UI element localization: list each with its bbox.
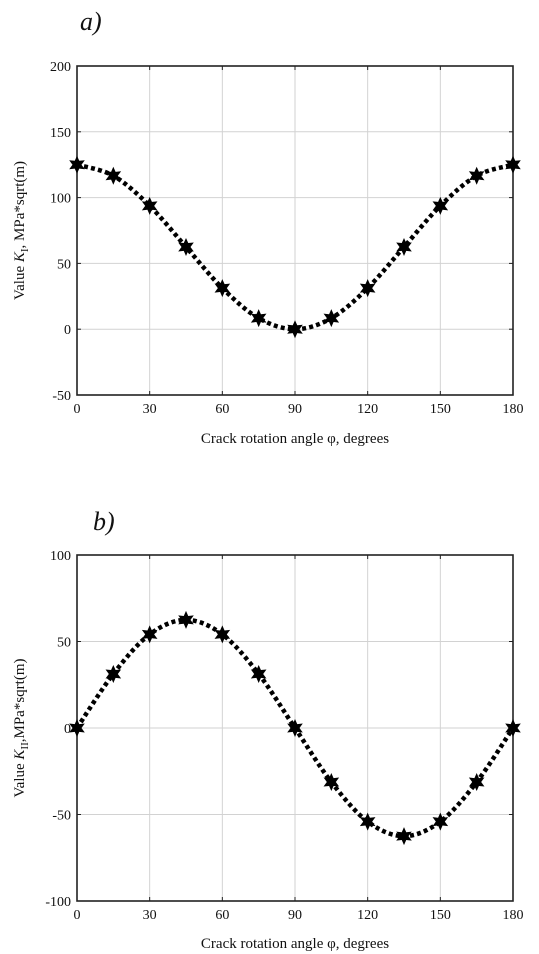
x-tick-label: 150 <box>430 402 451 417</box>
x-axis-label: Crack rotation angle φ, degrees <box>201 936 389 952</box>
x-axis-label: Crack rotation angle φ, degrees <box>201 431 389 447</box>
y-tick-label: 0 <box>64 323 71 338</box>
y-axis-label: Value KI, MPa*sqrt(m) <box>12 161 31 300</box>
y-axis-label: Value KII,MPa*sqrt(m) <box>12 659 31 798</box>
y-axis-label-suffix: ,MPa*sqrt(m) <box>12 659 28 743</box>
data-point-marker <box>359 279 376 298</box>
data-point-marker <box>396 237 412 256</box>
y-tick-label: 150 <box>50 126 71 141</box>
data-point-marker <box>468 166 485 185</box>
data-point-marker <box>287 719 303 737</box>
y-axis-label-suffix: , MPa*sqrt(m) <box>12 161 28 249</box>
x-tick-label: 180 <box>503 908 524 923</box>
x-tick-label: 180 <box>503 402 524 417</box>
y-tick-label: 100 <box>50 192 71 207</box>
data-point-marker <box>505 719 521 737</box>
x-tick-label: 30 <box>143 908 157 923</box>
y-tick-label: 200 <box>50 60 71 75</box>
y-tick-label: -50 <box>52 809 71 824</box>
x-tick-label: 0 <box>74 908 81 923</box>
x-tick-label: 120 <box>357 908 378 923</box>
y-axis-label-variable: K <box>12 251 28 263</box>
y-axis-label-subscript: I <box>19 248 31 252</box>
data-point-marker <box>141 625 158 644</box>
y-axis-label-prefix: Value <box>12 760 28 798</box>
panel-label: a) <box>80 7 102 36</box>
x-tick-label: 60 <box>215 908 229 923</box>
x-tick-label: 90 <box>288 908 302 923</box>
panel-label: b) <box>93 507 115 536</box>
data-point-marker <box>468 773 485 792</box>
y-tick-label: 100 <box>50 549 71 564</box>
data-point-marker <box>178 237 194 256</box>
data-point-marker <box>432 812 449 831</box>
data-point-marker <box>250 664 267 683</box>
data-point-marker <box>287 320 303 339</box>
data-point-marker <box>105 166 122 185</box>
data-point-marker <box>359 812 376 831</box>
data-point-marker <box>141 196 158 215</box>
y-tick-label: 50 <box>57 257 71 272</box>
data-point-marker <box>323 309 340 328</box>
data-point-marker <box>505 155 521 174</box>
x-tick-label: 150 <box>430 908 451 923</box>
chart-panel-b: 0 30 60 90 120 150 180 -100 -50 0 50 100 Crack rotat… <box>12 507 524 952</box>
data-point-marker <box>323 773 340 792</box>
data-point-marker <box>69 155 85 174</box>
x-tick-label: 0 <box>74 402 81 417</box>
y-tick-label: -50 <box>52 389 71 404</box>
y-tick-label: -100 <box>45 895 71 910</box>
x-tick-label: 120 <box>357 402 378 417</box>
x-tick-label: 30 <box>143 402 157 417</box>
data-point-marker <box>396 827 412 846</box>
data-point-marker <box>214 279 231 298</box>
x-tick-label: 90 <box>288 402 302 417</box>
data-point-marker <box>432 196 449 215</box>
data-point-marker <box>105 664 122 683</box>
y-axis-label-subscript: II <box>19 742 31 750</box>
x-tick-label: 60 <box>215 402 229 417</box>
data-point-marker <box>214 625 231 644</box>
y-axis-label-prefix: Value <box>12 262 28 300</box>
data-point-marker <box>250 309 267 328</box>
data-point-marker <box>178 610 194 629</box>
y-tick-label: 50 <box>57 636 71 651</box>
data-point-marker <box>69 719 85 737</box>
y-axis-label-variable: K <box>12 749 28 761</box>
y-tick-label: 0 <box>64 722 71 737</box>
